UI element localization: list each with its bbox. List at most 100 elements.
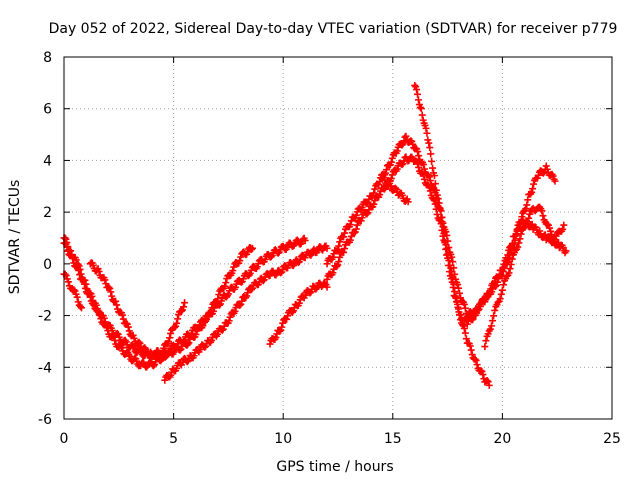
- data-point: [538, 207, 546, 215]
- data-point: [125, 327, 133, 335]
- data-point: [76, 303, 84, 311]
- data-point: [445, 268, 453, 276]
- data-point: [431, 200, 439, 208]
- data-point: [225, 317, 233, 325]
- data-point: [166, 334, 174, 342]
- data-point: [295, 299, 303, 307]
- data-point: [279, 319, 287, 327]
- data-point: [71, 287, 79, 295]
- data-point: [490, 282, 498, 290]
- data-point: [420, 165, 428, 173]
- data-point: [173, 319, 181, 327]
- data-point: [69, 255, 77, 263]
- x-tick-label: 5: [169, 431, 178, 447]
- data-point: [381, 169, 389, 177]
- data-point: [68, 251, 76, 259]
- data-point: [524, 196, 532, 204]
- y-tick-label: 4: [43, 153, 52, 169]
- data-point: [92, 301, 100, 309]
- data-point: [119, 315, 127, 323]
- data-point: [312, 285, 320, 293]
- data-point: [180, 303, 188, 311]
- data-point: [473, 309, 481, 317]
- data-point: [496, 295, 504, 303]
- data-point: [468, 316, 476, 324]
- data-point: [445, 262, 453, 270]
- y-tick-label: 6: [43, 102, 52, 118]
- data-point: [306, 289, 314, 297]
- data-point: [113, 329, 121, 337]
- data-point: [135, 338, 143, 346]
- data-point: [323, 260, 331, 268]
- data-point: [272, 333, 280, 341]
- data-point: [437, 214, 445, 222]
- data-point: [201, 343, 209, 351]
- data-point: [93, 305, 101, 313]
- data-point: [560, 221, 568, 229]
- data-point: [482, 295, 490, 303]
- data-point: [336, 253, 344, 261]
- data-point: [409, 140, 417, 148]
- x-tick-label: 25: [603, 431, 621, 447]
- data-point: [274, 249, 282, 257]
- data-series: [60, 81, 570, 389]
- data-point: [426, 187, 434, 195]
- data-point: [248, 286, 256, 294]
- data-point: [524, 218, 532, 226]
- data-point: [414, 160, 422, 168]
- data-point: [161, 376, 169, 384]
- data-point: [460, 300, 468, 308]
- y-tick-label: -6: [38, 412, 52, 428]
- data-point: [184, 340, 192, 348]
- data-point: [469, 315, 477, 323]
- data-point: [207, 308, 215, 316]
- data-point: [79, 275, 87, 283]
- data-point: [486, 288, 494, 296]
- data-point: [505, 269, 513, 277]
- data-point: [391, 184, 399, 192]
- y-tick-label: -4: [38, 360, 52, 376]
- data-point: [231, 283, 239, 291]
- series-track-4: [86, 259, 189, 360]
- data-point: [506, 265, 514, 273]
- x-tick-label: 15: [384, 431, 402, 447]
- data-point: [214, 295, 222, 303]
- data-point: [101, 276, 109, 284]
- data-point: [213, 330, 221, 338]
- x-tick-label: 20: [493, 431, 511, 447]
- data-point: [438, 217, 446, 225]
- grid-lines: [64, 57, 612, 419]
- data-point: [236, 301, 244, 309]
- data-point: [415, 152, 423, 160]
- data-point: [81, 284, 89, 292]
- data-point: [333, 247, 341, 255]
- data-point: [301, 237, 309, 245]
- data-point: [440, 230, 448, 238]
- data-point: [102, 280, 110, 288]
- data-point: [494, 273, 502, 281]
- data-point: [521, 222, 529, 230]
- data-point: [485, 381, 493, 389]
- data-point: [559, 225, 567, 233]
- data-point: [259, 277, 267, 285]
- data-point: [460, 325, 468, 333]
- data-point: [457, 311, 465, 319]
- data-point: [238, 297, 246, 305]
- data-point: [231, 307, 239, 315]
- data-point: [267, 253, 275, 261]
- data-point: [453, 298, 461, 306]
- data-point: [413, 86, 421, 94]
- data-point: [245, 271, 253, 279]
- data-point: [61, 239, 69, 247]
- data-point: [497, 290, 505, 298]
- data-point: [284, 312, 292, 320]
- series-track-9: [378, 173, 412, 206]
- data-point: [482, 337, 490, 345]
- data-point: [323, 275, 331, 283]
- data-point: [530, 180, 538, 188]
- data-point: [276, 327, 284, 335]
- data-point: [341, 229, 349, 237]
- x-axis-label: GPS time / hours: [276, 459, 393, 475]
- y-tick-label: -2: [38, 309, 52, 325]
